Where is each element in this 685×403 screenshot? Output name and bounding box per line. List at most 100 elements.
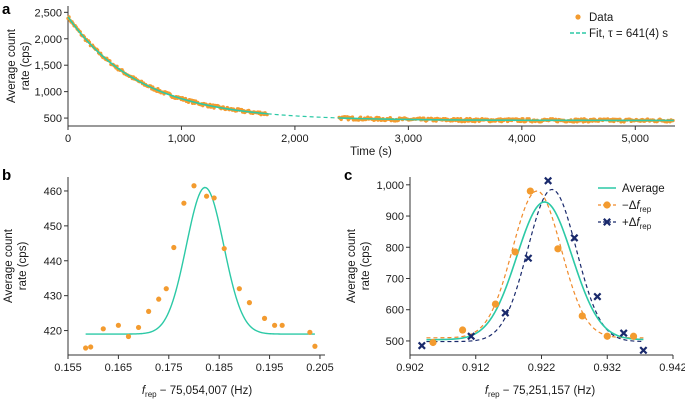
panel-b-data-point [236, 286, 242, 292]
panel-c-y-label-line1: Average count [346, 228, 358, 303]
panel-b-y-label-line2: rate (cps) [17, 242, 29, 291]
panel-c-ytick-label: 700 [386, 273, 404, 285]
panel-b-ytick-label: 440 [44, 256, 62, 268]
panel-b-data-point [115, 322, 121, 328]
panel-a-xtick-label: 2,000 [281, 133, 309, 145]
panel-b-y-ticks: 420 430 440 450 460 [44, 186, 68, 338]
panel-b-data-point [83, 345, 89, 351]
panel-a-xtick-label: 3,000 [395, 133, 423, 145]
panel-c-minus-point [429, 338, 437, 347]
panel-a-fit-curve-gap [267, 113, 340, 119]
panel-b-data-point [221, 245, 227, 252]
panel-c-ytick-label: 1,000 [376, 180, 404, 192]
panel-b-data-point [191, 183, 197, 189]
panel-c-plus-point [593, 292, 602, 301]
panel-c-y-ticks: 500 600 700 800 900 1,000 [376, 180, 410, 348]
panel-b-xtick-label: 0.155 [54, 362, 82, 374]
panel-a-legend-data-label: Data [589, 12, 614, 24]
panel-a-y-label-line1: Average count [6, 28, 18, 103]
panel-b-data-point [156, 296, 162, 302]
panel-c-plus-point [639, 346, 648, 355]
panel-b-data-point [181, 200, 187, 206]
panel-c-plus-point [619, 329, 628, 338]
panel-a-y-ticks: 500 1,000 1,500 2,000 2,500 [34, 7, 68, 125]
panel-b-data-point [307, 329, 313, 335]
panel-b-xtick-label: 0.165 [105, 362, 133, 374]
panel-b-ytick-label: 460 [44, 186, 62, 198]
panel-a-ytick-label: 500 [44, 113, 62, 125]
panel-c-xtick-label: 0.932 [593, 362, 621, 374]
panel-c-minus-point [491, 300, 500, 308]
panel-b-x-ticks: 0.155 0.165 0.175 0.185 0.195 0.205 [54, 355, 334, 374]
panel-b-data-point [272, 322, 278, 328]
panel-b-data-point [88, 344, 94, 350]
panel-a-data-points [66, 15, 675, 124]
panel-b-data-point [100, 326, 106, 332]
panel-b-data-point [163, 286, 169, 292]
panel-c-plus-point [417, 341, 426, 350]
panel-a-fit-curve-tail [339, 117, 674, 122]
panel-b-data-point [261, 315, 268, 321]
panel-c-minus-point [526, 187, 534, 195]
panel-b: b 0.155 0.165 0.175 0.185 0.195 0.205 4204304… [2, 167, 334, 399]
panel-c: c 0.902 0.912 0.922 0.932 0.942 500 600 700 800… [344, 167, 685, 399]
panel-b-data-point [135, 324, 142, 331]
panel-b-data-point [171, 244, 177, 251]
panel-c-legend-average-label: Average [622, 183, 665, 195]
panel-a-ytick-label: 2,500 [34, 7, 62, 19]
panel-a-legend: Data Fit, τ = 641(4) s [570, 12, 668, 40]
panel-c-plus-point [524, 254, 533, 263]
panel-c-legend-minus-label: −Δfrep [622, 200, 652, 214]
panel-a-ytick-label: 1,000 [34, 87, 62, 99]
panel-a-ytick-label: 1,500 [34, 60, 62, 72]
panel-b-ytick-label: 430 [44, 291, 62, 303]
panel-c-label: c [344, 167, 352, 184]
panel-c-plus-point [467, 332, 476, 341]
panel-a-xtick-label: 0 [65, 133, 71, 145]
panel-a-legend-data-marker [575, 14, 581, 20]
panel-a-legend-fit-label: Fit, τ = 641(4) s [589, 28, 668, 40]
panel-c-legend-minus-marker [603, 201, 611, 209]
panel-c-legend-plus-x [603, 218, 611, 226]
panel-b-data-point [246, 300, 253, 306]
panel-b-label: b [2, 167, 11, 184]
panel-c-minus-point [459, 326, 467, 334]
panel-c-x-ticks: 0.902 0.912 0.922 0.932 0.942 [396, 355, 685, 374]
panel-c-ytick-label: 600 [386, 305, 404, 317]
panel-b-data-point [279, 322, 285, 328]
panel-c-minus-points [429, 187, 638, 347]
panel-c-minus-point [578, 312, 586, 320]
panel-c-x-label: frep − 75,251,157 (Hz) [485, 385, 596, 399]
panel-c-minus-point [554, 245, 562, 253]
panel-b-xtick-label: 0.185 [205, 362, 233, 374]
panel-b-data-point [211, 195, 217, 201]
panel-c-legend-plus-label: +Δfrep [622, 217, 652, 231]
panel-b-data-point [125, 333, 132, 340]
panel-c-minus-point [603, 332, 611, 340]
panel-b-ytick-label: 420 [44, 326, 62, 338]
panel-c-plus-point [501, 308, 510, 317]
panel-a-xtick-label: 4,000 [508, 133, 536, 145]
panel-a-xtick-label: 1,000 [168, 133, 196, 145]
panel-a-label: a [2, 1, 11, 18]
panel-a-xtick-label: 5,000 [622, 133, 650, 145]
panel-c-plus-point [570, 233, 579, 242]
panel-a-ytick-label: 2,000 [34, 34, 62, 46]
panel-b-data-point [146, 308, 152, 314]
panel-b-x-label: frep − 75,054,007 (Hz) [142, 385, 253, 399]
panel-a-fit-curve [67, 16, 268, 115]
panel-c-plus-point [544, 176, 553, 185]
panel-a: a 0 1,000 2,000 3,000 4,000 5,000 500 1,000 1,5… [2, 1, 675, 158]
panel-a-x-label: Time (s) [350, 146, 392, 158]
panel-b-data-points [83, 183, 318, 351]
panel-c-legend-plus-marker [603, 218, 611, 226]
panel-b-xtick-label: 0.195 [256, 362, 284, 374]
panel-c-xtick-label: 0.942 [659, 362, 685, 374]
panel-b-xtick-label: 0.205 [306, 362, 334, 374]
panel-c-xtick-label: 0.912 [462, 362, 490, 374]
panel-b-data-point [203, 193, 210, 199]
panel-b-ytick-label: 450 [44, 221, 62, 233]
panel-c-ytick-label: 900 [386, 211, 404, 223]
panel-c-xtick-label: 0.902 [396, 362, 424, 374]
